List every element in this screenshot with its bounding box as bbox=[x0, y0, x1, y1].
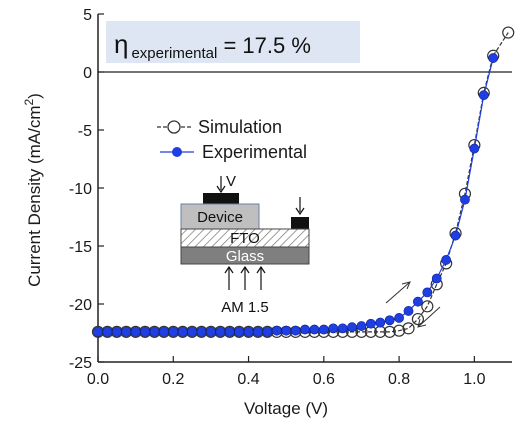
simulation-point bbox=[411, 312, 425, 326]
series-experimental bbox=[93, 53, 499, 337]
simulation-point bbox=[383, 325, 396, 338]
experimental-point bbox=[356, 321, 367, 331]
experimental-point bbox=[177, 326, 188, 337]
simulation-point bbox=[392, 324, 406, 337]
x-tick-label: 0.0 bbox=[87, 371, 109, 388]
experimental-point bbox=[140, 326, 150, 337]
inset-fto-label: FTO bbox=[230, 230, 260, 247]
efficiency-annotation: η experimental = 17.5 % bbox=[114, 29, 311, 62]
inset-glass-label: Glass bbox=[226, 248, 264, 265]
x-axis-title: Voltage (V) bbox=[244, 399, 328, 418]
experimental-point bbox=[422, 287, 433, 298]
legend: Simulation Experimental bbox=[157, 117, 307, 162]
experimental-point bbox=[158, 326, 169, 337]
experimental-point bbox=[488, 53, 499, 63]
experimental-point bbox=[243, 326, 254, 337]
experimental-point bbox=[347, 322, 357, 333]
y-tick-label: -10 bbox=[69, 181, 92, 198]
y-tick-label: -20 bbox=[69, 297, 92, 314]
experimental-point bbox=[375, 317, 386, 328]
experimental-point bbox=[300, 324, 310, 335]
inset-glass-layer bbox=[180, 246, 310, 265]
inset-contact-right bbox=[291, 217, 309, 229]
device-schematic-inset: V Device FTO Glass AM 1.5 bbox=[180, 173, 310, 316]
experimental-point bbox=[281, 325, 292, 336]
legend-item-experimental: Experimental bbox=[160, 142, 307, 162]
experimental-point bbox=[290, 325, 301, 336]
inset-contact-arrowhead bbox=[295, 207, 305, 216]
inset-voltage-arrowhead bbox=[216, 185, 226, 194]
experimental-point bbox=[253, 326, 263, 337]
y-tick-label: 0 bbox=[83, 65, 92, 82]
experimental-point bbox=[271, 325, 282, 336]
experimental-point bbox=[309, 324, 320, 335]
experimental-point bbox=[102, 326, 113, 337]
experimental-point bbox=[394, 313, 404, 323]
legend-label-experimental: Experimental bbox=[202, 142, 307, 162]
experimental-point bbox=[478, 90, 489, 101]
x-tick-label: 1.0 bbox=[463, 371, 485, 388]
experimental-point bbox=[93, 326, 103, 337]
experimental-point bbox=[215, 326, 226, 337]
experimental-point bbox=[224, 326, 235, 337]
simulation-point bbox=[421, 300, 434, 313]
legend-label-simulation: Simulation bbox=[198, 117, 282, 137]
legend-marker-simulation bbox=[167, 120, 181, 134]
experimental-point bbox=[187, 326, 197, 337]
y-axis-title: Current Density (mA/cm2) bbox=[22, 93, 44, 287]
y-tick-label: -25 bbox=[69, 355, 92, 372]
x-tick-label: 0.4 bbox=[237, 371, 259, 388]
y-axis-ticks: 5 0 -5 -10 -15 -20 -25 bbox=[69, 7, 104, 372]
legend-marker-experimental bbox=[172, 147, 182, 157]
simulation-point bbox=[402, 322, 415, 335]
simulation-line bbox=[98, 32, 509, 333]
experimental-point bbox=[196, 326, 207, 337]
experimental-point bbox=[149, 326, 160, 337]
experimental-point bbox=[469, 143, 480, 154]
experimental-point bbox=[328, 323, 339, 334]
x-tick-label: 0.2 bbox=[162, 371, 184, 388]
efficiency-box bbox=[106, 21, 360, 63]
forward-scan-arrow bbox=[385, 281, 411, 304]
experimental-point bbox=[234, 326, 245, 337]
y-axis-title-main: Current Density (mA/cm bbox=[25, 105, 44, 286]
experimental-point bbox=[337, 323, 348, 334]
inset-illumination-label: AM 1.5 bbox=[221, 299, 269, 316]
simulation-point bbox=[502, 26, 515, 39]
inset-contact-top bbox=[203, 193, 239, 204]
x-axis-ticks: 0.0 0.2 0.4 0.6 0.8 1.0 bbox=[87, 356, 486, 388]
plot-frame bbox=[97, 14, 512, 363]
y-axis-title-superscript: 2 bbox=[22, 98, 36, 105]
experimental-point bbox=[413, 296, 423, 307]
inset-device-label: Device bbox=[197, 209, 243, 226]
y-axis-title-close: ) bbox=[25, 93, 44, 99]
experimental-point bbox=[450, 230, 461, 241]
eta-value: = 17.5 % bbox=[217, 33, 311, 58]
y-tick-label: 5 bbox=[83, 7, 92, 24]
experimental-point bbox=[130, 326, 141, 337]
x-tick-label: 0.8 bbox=[388, 371, 410, 388]
x-tick-label: 0.6 bbox=[313, 371, 335, 388]
experimental-point bbox=[365, 318, 376, 329]
experimental-point bbox=[121, 326, 132, 337]
y-tick-label: -15 bbox=[69, 239, 92, 256]
eta-subscript: experimental bbox=[131, 45, 217, 62]
experimental-point bbox=[441, 255, 452, 265]
experimental-point bbox=[431, 273, 442, 284]
y-tick-label: -5 bbox=[78, 123, 92, 140]
experimental-point bbox=[403, 306, 414, 316]
experimental-point bbox=[318, 324, 329, 335]
series-simulation bbox=[91, 26, 515, 338]
experimental-point bbox=[168, 326, 179, 337]
inset-light-arrows bbox=[224, 265, 266, 290]
experimental-point bbox=[206, 326, 216, 337]
experimental-point bbox=[262, 326, 273, 337]
experimental-point bbox=[111, 326, 122, 337]
inset-voltage-label: V bbox=[226, 173, 236, 190]
eta-symbol: η bbox=[114, 29, 128, 59]
experimental-point bbox=[384, 315, 395, 326]
experimental-point bbox=[460, 194, 470, 205]
legend-item-simulation: Simulation bbox=[157, 117, 282, 137]
